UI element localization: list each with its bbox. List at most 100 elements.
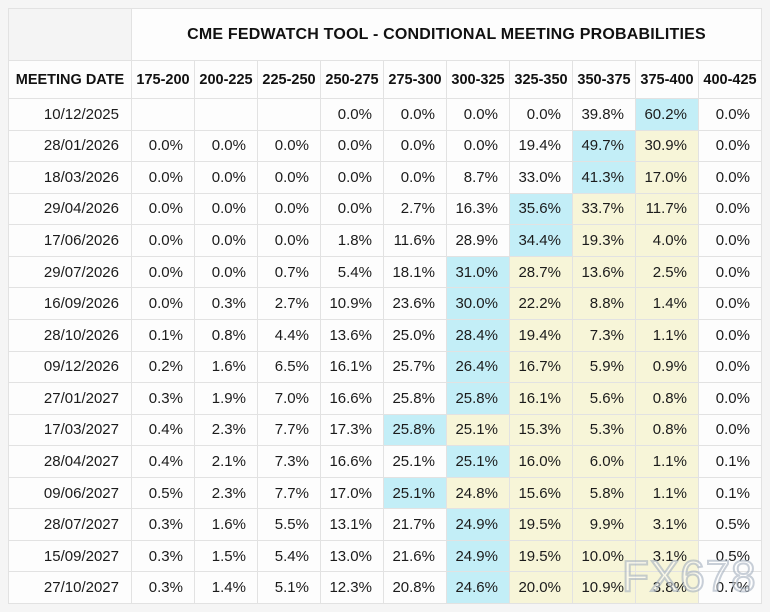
probability-cell: 30.9% bbox=[635, 129, 699, 163]
table-row: 27/01/2027 0.3% 1.9% 7.0% 16.6% 25.8% 25.8% 16.… bbox=[8, 382, 762, 415]
meeting-date-cell: 09/06/2027 bbox=[8, 476, 132, 510]
table-title: CME FEDWATCH TOOL - CONDITIONAL MEETING … bbox=[131, 8, 762, 61]
probability-cell: 0.0% bbox=[320, 129, 384, 163]
probability-cell: 0.0% bbox=[698, 287, 762, 320]
probability-cell: 0.1% bbox=[698, 445, 762, 478]
probability-cell: 2.1% bbox=[194, 445, 258, 478]
rate-range-header: 200-225 bbox=[194, 60, 258, 99]
probability-cell: 1.9% bbox=[194, 382, 258, 415]
probability-cell: 16.6% bbox=[320, 445, 384, 478]
probability-cell: 8.7% bbox=[446, 161, 510, 194]
probability-cell: 0.0% bbox=[698, 255, 762, 289]
probability-cell: 0.0% bbox=[194, 129, 258, 163]
probability-cell: 0.0% bbox=[698, 224, 762, 257]
meeting-date-cell: 18/03/2026 bbox=[8, 161, 132, 194]
probability-cell: 1.4% bbox=[194, 571, 258, 604]
rate-range-header: 400-425 bbox=[698, 60, 762, 99]
meeting-date-cell: 29/07/2026 bbox=[8, 255, 132, 289]
probability-cell: 0.0% bbox=[131, 287, 195, 320]
table-row: 16/09/2026 0.0% 0.3% 2.7% 10.9% 23.6% 30.0% 22.… bbox=[8, 287, 762, 320]
probability-cell: 0.0% bbox=[383, 129, 447, 163]
probability-cell: 24.9% bbox=[446, 508, 510, 541]
table-row: 28/07/2027 0.3% 1.6% 5.5% 13.1% 21.7% 24.9% 19.… bbox=[8, 508, 762, 541]
probability-cell: 0.0% bbox=[383, 98, 447, 131]
probability-cell: 0.8% bbox=[635, 382, 699, 415]
probability-cell: 16.1% bbox=[320, 350, 384, 384]
probability-cell: 16.0% bbox=[509, 445, 573, 478]
probability-cell: 0.0% bbox=[698, 129, 762, 163]
probability-cell: 0.3% bbox=[131, 508, 195, 541]
probability-cell: 33.7% bbox=[572, 192, 636, 226]
table-row: 17/03/2027 0.4% 2.3% 7.7% 17.3% 25.8% 25.1% 15.… bbox=[8, 413, 762, 447]
probability-cell: 0.0% bbox=[194, 255, 258, 289]
probability-rows: 10/12/2025 0.0% 0.0% 0.0% 0.0% 39.8% 60.2% 0.0%… bbox=[8, 98, 762, 604]
meeting-date-cell: 17/03/2027 bbox=[8, 413, 132, 447]
probability-cell: 0.3% bbox=[131, 539, 195, 573]
probability-cell: 19.4% bbox=[509, 318, 573, 352]
probability-cell: 0.0% bbox=[194, 161, 258, 194]
probability-cell: 0.3% bbox=[131, 382, 195, 415]
probability-cell: 0.0% bbox=[131, 192, 195, 226]
probability-cell: 3.1% bbox=[635, 508, 699, 541]
probability-cell: 0.7% bbox=[698, 571, 762, 604]
probability-cell: 10.9% bbox=[572, 571, 636, 604]
table-row: 09/06/2027 0.5% 2.3% 7.7% 17.0% 25.1% 24.8% 15.… bbox=[8, 476, 762, 510]
probability-cell: 7.7% bbox=[257, 476, 321, 510]
probability-cell: 19.3% bbox=[572, 224, 636, 257]
probability-cell: 16.6% bbox=[320, 382, 384, 415]
probability-cell: 34.4% bbox=[509, 224, 573, 257]
probability-cell: 35.6% bbox=[509, 192, 573, 226]
meeting-date-cell: 28/01/2026 bbox=[8, 129, 132, 163]
probability-cell: 0.0% bbox=[320, 192, 384, 226]
meeting-date-cell: 27/10/2027 bbox=[8, 571, 132, 604]
probability-cell: 0.0% bbox=[698, 98, 762, 131]
probability-cell: 24.8% bbox=[446, 476, 510, 510]
probability-cell: 0.0% bbox=[131, 255, 195, 289]
probability-cell: 31.0% bbox=[446, 255, 510, 289]
probability-cell: 0.0% bbox=[320, 161, 384, 194]
probability-cell: 5.1% bbox=[257, 571, 321, 604]
meeting-date-cell: 16/09/2026 bbox=[8, 287, 132, 320]
probability-cell: 0.1% bbox=[698, 476, 762, 510]
probability-cell: 1.6% bbox=[194, 508, 258, 541]
probability-cell: 0.5% bbox=[698, 508, 762, 541]
probability-cell bbox=[131, 98, 195, 131]
probability-cell: 0.0% bbox=[698, 413, 762, 447]
probability-cell: 6.0% bbox=[572, 445, 636, 478]
probability-cell: 7.0% bbox=[257, 382, 321, 415]
probability-cell: 16.7% bbox=[509, 350, 573, 384]
probability-cell: 0.0% bbox=[194, 224, 258, 257]
rate-range-header: 250-275 bbox=[320, 60, 384, 99]
meeting-date-cell: 28/10/2026 bbox=[8, 318, 132, 352]
probability-cell: 33.0% bbox=[509, 161, 573, 194]
probability-cell: 0.0% bbox=[320, 98, 384, 131]
table-row: 29/07/2026 0.0% 0.0% 0.7% 5.4% 18.1% 31.0% 28.7… bbox=[8, 255, 762, 289]
probability-cell: 0.8% bbox=[635, 413, 699, 447]
probability-cell: 17.0% bbox=[320, 476, 384, 510]
probability-cell: 60.2% bbox=[635, 98, 699, 131]
probability-cell: 28.4% bbox=[446, 318, 510, 352]
probability-cell: 5.4% bbox=[320, 255, 384, 289]
probability-cell: 0.0% bbox=[383, 161, 447, 194]
probability-cell: 0.0% bbox=[446, 98, 510, 131]
probability-cell: 20.8% bbox=[383, 571, 447, 604]
probability-cell: 19.5% bbox=[509, 508, 573, 541]
probability-cell: 24.9% bbox=[446, 539, 510, 573]
table-row: 28/01/2026 0.0% 0.0% 0.0% 0.0% 0.0% 0.0% 19.4% 4… bbox=[8, 129, 762, 163]
probability-cell: 0.4% bbox=[131, 445, 195, 478]
meeting-date-cell: 28/04/2027 bbox=[8, 445, 132, 478]
probability-cell: 5.8% bbox=[572, 476, 636, 510]
table-row: 28/10/2026 0.1% 0.8% 4.4% 13.6% 25.0% 28.4% 19.… bbox=[8, 318, 762, 352]
probability-cell: 11.6% bbox=[383, 224, 447, 257]
probability-cell: 3.8% bbox=[635, 571, 699, 604]
probability-cell: 0.0% bbox=[131, 224, 195, 257]
meeting-date-cell: 29/04/2026 bbox=[8, 192, 132, 226]
probability-cell: 28.9% bbox=[446, 224, 510, 257]
probability-cell: 0.0% bbox=[194, 192, 258, 226]
probability-cell: 12.3% bbox=[320, 571, 384, 604]
probability-cell: 25.8% bbox=[446, 382, 510, 415]
probability-cell: 2.3% bbox=[194, 413, 258, 447]
meeting-date-cell: 27/01/2027 bbox=[8, 382, 132, 415]
probability-cell: 0.3% bbox=[194, 287, 258, 320]
